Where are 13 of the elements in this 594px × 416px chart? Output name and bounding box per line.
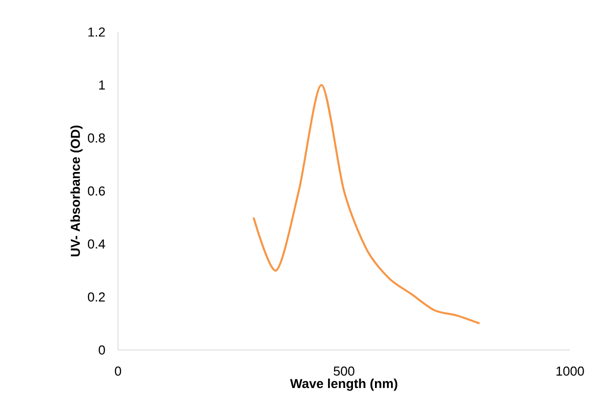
- y-tick-label: 0.2: [88, 292, 105, 302]
- x-tick-label: 500: [334, 366, 354, 376]
- line-series: [252, 84, 481, 324]
- y-axis-title: UV- Absorbance (OD): [70, 126, 83, 256]
- x-tick-label: 0: [114, 366, 122, 376]
- y-tick-label: 0.8: [88, 133, 105, 143]
- y-tick-label: 0.4: [88, 239, 106, 249]
- x-tick-label: 1000: [556, 366, 584, 376]
- y-tick-label: 1: [99, 80, 105, 90]
- y-tick-label: 0.6: [88, 186, 105, 196]
- y-tick-label: 1.2: [88, 27, 105, 37]
- y-tick-label: 0: [98, 345, 105, 355]
- x-axis-title: Wave length (nm): [290, 378, 398, 391]
